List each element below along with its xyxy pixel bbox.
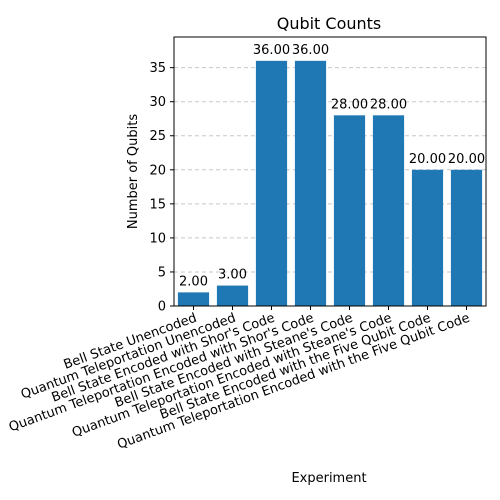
bar-data-label: 2.00: [179, 274, 208, 289]
y-tick-label: 30: [149, 95, 166, 110]
bar-data-label: 28.00: [370, 97, 407, 112]
bar-data-label: 36.00: [292, 43, 329, 58]
bar-data-label: 20.00: [448, 152, 485, 167]
bar: [450, 169, 483, 306]
y-axis-title: Number of Qubits: [126, 114, 141, 229]
bar: [372, 115, 405, 306]
y-tick-label: 20: [149, 163, 166, 178]
bar: [255, 60, 288, 306]
bar: [294, 60, 327, 306]
y-axis-ticks: 0 5 10 15 20 25 30 35: [149, 61, 174, 315]
x-axis-title: Experiment: [291, 471, 366, 486]
bar-data-label: 3.00: [218, 268, 247, 283]
y-tick-label: 5: [158, 265, 166, 280]
y-tick-label: 15: [149, 197, 166, 212]
bar-data-label: 20.00: [409, 152, 446, 167]
y-gridlines: [174, 67, 486, 307]
bar-data-label: 36.00: [253, 43, 290, 58]
chart-title: Qubit Counts: [277, 14, 382, 33]
bar: [216, 285, 249, 306]
bar-data-labels: 2.00 3.00 36.00 36.00 28.00 28.00 20.00 20.00: [179, 43, 485, 290]
y-tick-label: 35: [149, 61, 166, 76]
y-tick-label: 10: [149, 231, 166, 246]
bar: [411, 169, 444, 306]
plot-frame: [173, 36, 487, 307]
y-tick-label: 25: [149, 129, 166, 144]
bar: [333, 115, 366, 306]
y-tick-label: 0: [158, 300, 166, 315]
bars: [177, 60, 483, 306]
bar: [177, 292, 210, 306]
bar-data-label: 28.00: [331, 97, 368, 112]
